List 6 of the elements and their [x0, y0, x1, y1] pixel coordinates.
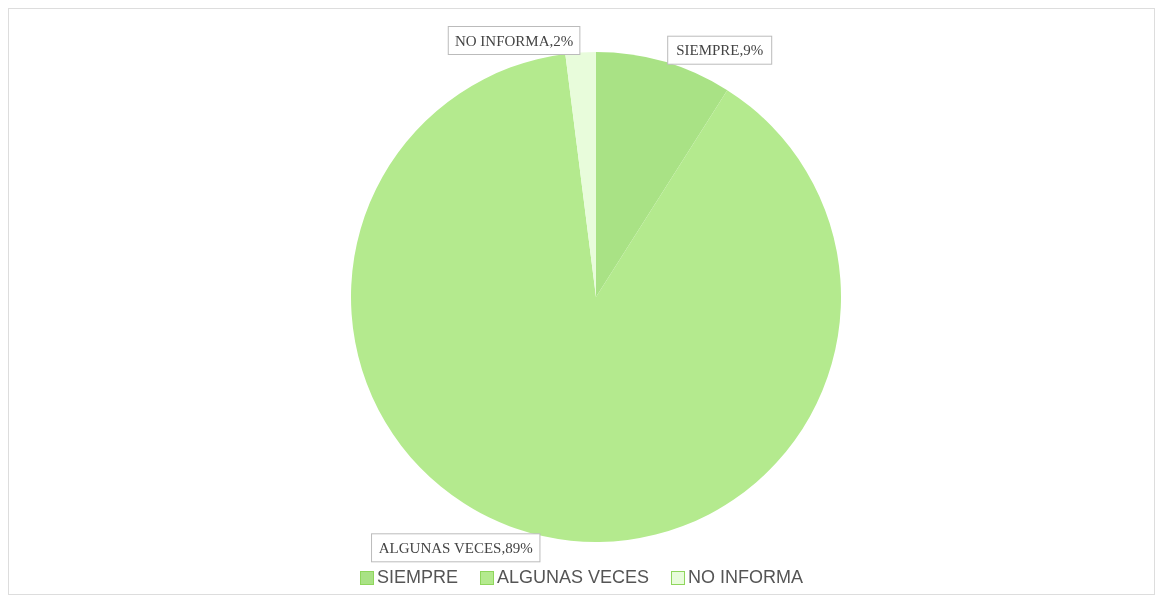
- legend-label: SIEMPRE: [375, 567, 458, 588]
- legend-label: ALGUNAS VECES: [496, 567, 650, 588]
- data-label: ALGUNAS VECES,89%: [378, 539, 533, 556]
- data-label: SIEMPRE,9%: [676, 42, 764, 59]
- legend-label: NO INFORMA: [687, 567, 804, 588]
- data-label: NO INFORMA,2%: [454, 32, 574, 49]
